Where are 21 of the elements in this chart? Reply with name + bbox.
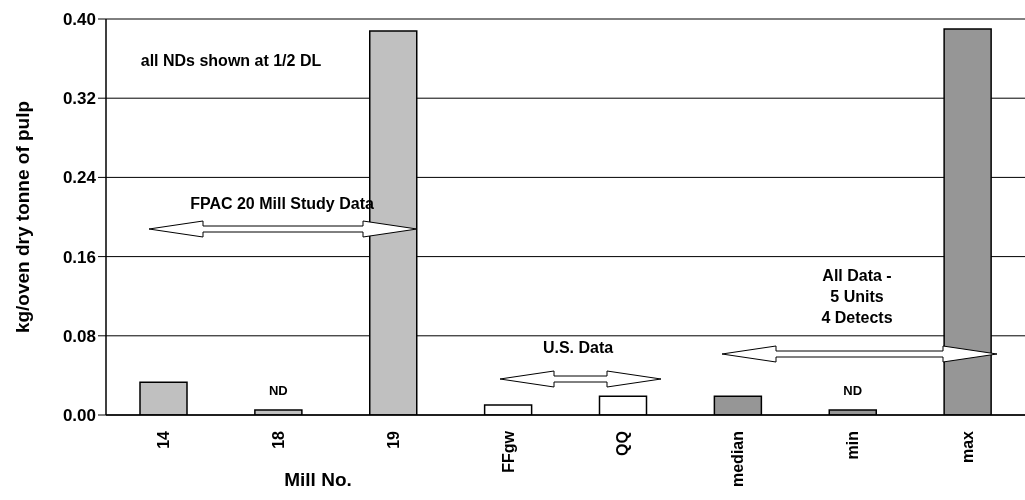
annotation: ND: [268, 382, 288, 398]
annotation: All Data - 5 Units 4 Detects: [821, 266, 893, 326]
annotation: ND: [843, 382, 863, 398]
annotation: all NDs shown at 1/2 DL: [140, 51, 322, 69]
x-tick-label: max: [959, 430, 977, 464]
y-tick-label: 0.00: [62, 406, 96, 426]
y-axis-title: kg/oven dry tonne of pulp: [11, 100, 33, 334]
x-tick-label: QQ: [614, 431, 632, 456]
x-tick-label: 18: [269, 430, 287, 449]
x-tick-label: 19: [384, 430, 402, 449]
x-tick-label: 14: [154, 430, 172, 449]
y-tick-label: 0.08: [62, 326, 96, 346]
x-tick-label: FFgw: [499, 430, 517, 473]
y-tick-label: 0.16: [62, 247, 96, 267]
y-tick-label: 0.32: [62, 89, 96, 109]
y-tick-label: 0.24: [62, 168, 97, 188]
x-axis-title: Mill No.: [284, 469, 352, 490]
x-tick-label: median: [729, 431, 747, 488]
x-tick-label: min: [844, 431, 862, 460]
y-tick-label: 0.40: [62, 10, 96, 30]
annotation: U.S. Data: [542, 338, 614, 356]
